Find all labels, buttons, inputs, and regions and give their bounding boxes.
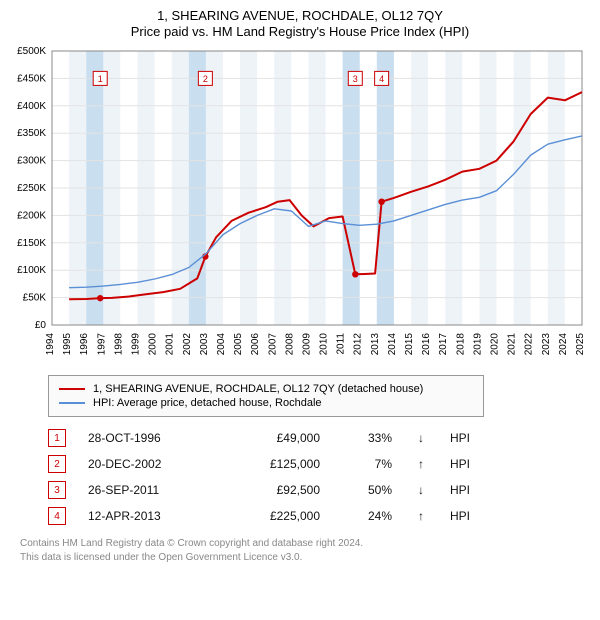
chart-container: 1, SHEARING AVENUE, ROCHDALE, OL12 7QY P…	[0, 0, 600, 572]
svg-text:£350K: £350K	[17, 128, 46, 139]
legend-row: 1, SHEARING AVENUE, ROCHDALE, OL12 7QY (…	[59, 382, 473, 396]
svg-text:1996: 1996	[79, 333, 90, 356]
page-subtitle: Price paid vs. HM Land Registry's House …	[8, 24, 592, 39]
legend-label-price: 1, SHEARING AVENUE, ROCHDALE, OL12 7QY (…	[93, 383, 423, 395]
footer-line: This data is licensed under the Open Gov…	[20, 551, 584, 565]
table-row: 3 26-SEP-2011 £92,500 50% ↓ HPI	[48, 477, 584, 503]
table-row: 4 12-APR-2013 £225,000 24% ↑ HPI	[48, 503, 584, 529]
transaction-badge: 4	[48, 507, 66, 525]
page-title: 1, SHEARING AVENUE, ROCHDALE, OL12 7QY	[8, 8, 592, 23]
svg-text:2003: 2003	[199, 333, 210, 356]
svg-text:2004: 2004	[216, 333, 227, 356]
svg-text:2005: 2005	[233, 333, 244, 356]
svg-text:2025: 2025	[575, 333, 586, 356]
transaction-pct: 33%	[342, 431, 392, 445]
svg-text:1998: 1998	[113, 333, 124, 356]
svg-text:2013: 2013	[370, 333, 381, 356]
transaction-direction-icon: ↓	[414, 431, 428, 445]
transaction-pct: 24%	[342, 509, 392, 523]
svg-text:£400K: £400K	[17, 101, 46, 112]
svg-text:£250K: £250K	[17, 183, 46, 194]
legend-label-hpi: HPI: Average price, detached house, Roch…	[93, 397, 322, 409]
svg-text:2012: 2012	[353, 333, 364, 356]
svg-text:2024: 2024	[558, 333, 569, 356]
transaction-price: £225,000	[230, 509, 320, 523]
transaction-date: 20-DEC-2002	[88, 457, 208, 471]
svg-text:2018: 2018	[455, 333, 466, 356]
legend-swatch-hpi	[59, 402, 85, 404]
transaction-price: £125,000	[230, 457, 320, 471]
svg-text:1995: 1995	[62, 333, 73, 356]
svg-text:4: 4	[379, 74, 384, 84]
svg-text:2014: 2014	[387, 333, 398, 356]
transaction-price: £92,500	[230, 483, 320, 497]
table-row: 1 28-OCT-1996 £49,000 33% ↓ HPI	[48, 425, 584, 451]
svg-text:£450K: £450K	[17, 73, 46, 84]
svg-text:2010: 2010	[319, 333, 330, 356]
transaction-direction-icon: ↑	[414, 509, 428, 523]
chart-svg: £0 £50K £100K £150K £200K £250K £300K £350K £400…	[8, 45, 588, 365]
svg-text:1: 1	[98, 74, 103, 84]
legend-swatch-price	[59, 388, 85, 390]
svg-text:2022: 2022	[524, 333, 535, 356]
svg-text:£300K: £300K	[17, 156, 46, 167]
svg-text:2016: 2016	[421, 333, 432, 356]
svg-text:2017: 2017	[438, 333, 449, 356]
svg-text:2019: 2019	[472, 333, 483, 356]
legend-row: HPI: Average price, detached house, Roch…	[59, 396, 473, 410]
svg-text:£500K: £500K	[17, 46, 46, 57]
svg-text:2023: 2023	[541, 333, 552, 356]
transaction-hpi-label: HPI	[450, 483, 480, 497]
svg-text:£200K: £200K	[17, 210, 46, 221]
transaction-date: 28-OCT-1996	[88, 431, 208, 445]
price-chart: £0 £50K £100K £150K £200K £250K £300K £350K £400…	[8, 45, 592, 365]
transaction-badge: 3	[48, 481, 66, 499]
svg-text:2007: 2007	[267, 333, 278, 356]
transaction-badge: 2	[48, 455, 66, 473]
transaction-table: 1 28-OCT-1996 £49,000 33% ↓ HPI 2 20-DEC-2002 £1…	[48, 425, 584, 529]
footer-line: Contains HM Land Registry data © Crown c…	[20, 537, 584, 551]
svg-text:2015: 2015	[404, 333, 415, 356]
transaction-direction-icon: ↓	[414, 483, 428, 497]
transaction-date: 12-APR-2013	[88, 509, 208, 523]
svg-text:3: 3	[353, 74, 358, 84]
transaction-pct: 50%	[342, 483, 392, 497]
svg-text:2008: 2008	[284, 333, 295, 356]
svg-text:£50K: £50K	[23, 293, 47, 304]
svg-text:2020: 2020	[490, 333, 501, 356]
transaction-hpi-label: HPI	[450, 431, 480, 445]
svg-text:1997: 1997	[96, 333, 107, 356]
table-row: 2 20-DEC-2002 £125,000 7% ↑ HPI	[48, 451, 584, 477]
transaction-direction-icon: ↑	[414, 457, 428, 471]
svg-text:2009: 2009	[301, 333, 312, 356]
transaction-pct: 7%	[342, 457, 392, 471]
svg-text:£0: £0	[35, 320, 47, 331]
transaction-price: £49,000	[230, 431, 320, 445]
svg-text:2006: 2006	[250, 333, 261, 356]
footer-attribution: Contains HM Land Registry data © Crown c…	[20, 537, 584, 564]
svg-text:2001: 2001	[165, 333, 176, 356]
transaction-date: 26-SEP-2011	[88, 483, 208, 497]
svg-text:2011: 2011	[336, 333, 347, 355]
transaction-hpi-label: HPI	[450, 457, 480, 471]
legend-box: 1, SHEARING AVENUE, ROCHDALE, OL12 7QY (…	[48, 375, 484, 417]
svg-text:2002: 2002	[182, 333, 193, 356]
svg-text:2: 2	[203, 74, 208, 84]
svg-text:2021: 2021	[507, 333, 518, 356]
svg-text:1994: 1994	[45, 333, 56, 356]
svg-text:2000: 2000	[148, 333, 159, 356]
svg-text:£100K: £100K	[17, 265, 46, 276]
svg-text:1999: 1999	[130, 333, 141, 356]
transaction-hpi-label: HPI	[450, 509, 480, 523]
transaction-badge: 1	[48, 429, 66, 447]
svg-text:£150K: £150K	[17, 238, 46, 249]
